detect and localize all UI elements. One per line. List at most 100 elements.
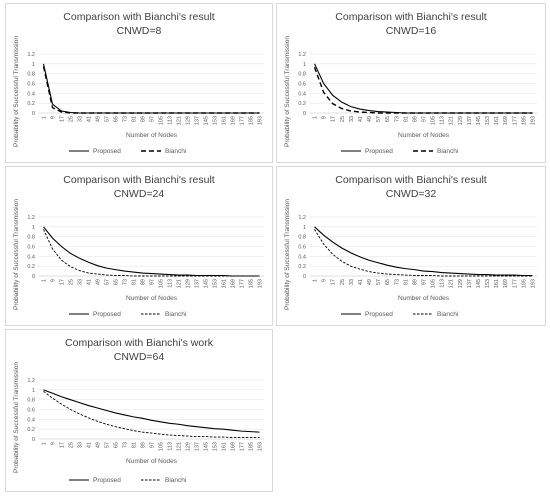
y-tick-label: 1.2 [27, 52, 35, 58]
chart-subtitle: CNWD=16 [386, 25, 437, 37]
series-line-proposed [43, 226, 260, 277]
y-axis-label: Probability of Successful Transmission [13, 36, 20, 147]
x-tick-label: 89 [141, 116, 147, 122]
chart-title: Comparison with Bianchi's result [63, 11, 214, 23]
x-tick-label: 129 [186, 442, 192, 451]
x-tick-label: 89 [141, 442, 147, 448]
y-axis-label: Probability of Successful Transmission [13, 362, 20, 473]
series-line-bianchi [43, 390, 260, 438]
x-tick-label: 121 [449, 279, 455, 288]
x-tick-label: 121 [177, 116, 183, 125]
y-tick-label: 0.4 [298, 254, 306, 260]
x-tick-label: 81 [403, 116, 409, 122]
x-tick-label: 41 [87, 116, 93, 122]
x-tick-label: 113 [168, 279, 174, 288]
x-tick-label: 113 [168, 442, 174, 451]
x-axis-label: Number of Nodes [126, 295, 178, 302]
x-tick-label: 73 [394, 116, 400, 122]
legend-label: Proposed [365, 148, 393, 155]
series-line-proposed [314, 226, 533, 277]
y-tick-label: 0.6 [27, 245, 35, 251]
y-tick-label: 0.4 [27, 91, 35, 97]
x-tick-label: 57 [105, 279, 111, 285]
y-tick-label: 0 [32, 111, 35, 117]
y-tick-label: 0.2 [298, 101, 306, 107]
x-tick-label: 97 [150, 442, 156, 448]
x-tick-label: 73 [394, 279, 400, 285]
x-tick-label: 113 [168, 116, 174, 125]
y-tick-label: 1 [32, 225, 35, 231]
x-tick-label: 25 [69, 116, 75, 122]
x-tick-label: 145 [204, 116, 210, 125]
x-tick-label: 41 [87, 442, 93, 448]
chart-svg: Comparison with Bianchi's result CNWD=24 0… [13, 174, 264, 318]
y-tick-label: 0.4 [298, 91, 306, 97]
x-tick-label: 17 [60, 442, 66, 448]
y-tick-label: 1 [32, 388, 35, 394]
x-tick-label: 33 [78, 442, 84, 448]
series-line-bianchi [313, 67, 533, 114]
series-line-proposed [314, 63, 533, 114]
x-tick-label: 65 [114, 116, 120, 122]
y-tick-label: 0.8 [27, 235, 35, 241]
x-tick-label: 89 [412, 116, 418, 122]
x-tick-label: 169 [503, 116, 509, 125]
series-line-proposed [42, 63, 260, 114]
x-tick-label: 41 [358, 116, 364, 122]
x-tick-label: 137 [195, 279, 201, 288]
y-tick-label: 0.8 [27, 72, 35, 78]
x-tick-label: 65 [114, 279, 120, 285]
y-tick-label: 0.8 [298, 72, 306, 78]
x-tick-label: 65 [385, 279, 391, 285]
x-tick-label: 81 [132, 442, 138, 448]
x-tick-label: 185 [249, 279, 255, 288]
y-axis-label: Probability of Successful Transmission [13, 199, 20, 310]
x-tick-label: 121 [177, 442, 183, 451]
x-tick-label: 129 [458, 279, 464, 288]
y-tick-label: 0.8 [27, 398, 35, 404]
x-tick-label: 1 [313, 116, 319, 119]
x-tick-label: 137 [467, 116, 473, 125]
x-tick-label: 185 [521, 279, 527, 288]
x-tick-label: 9 [51, 116, 57, 119]
x-tick-label: 121 [177, 279, 183, 288]
x-tick-label: 153 [213, 116, 219, 125]
y-tick-label: 0.6 [27, 408, 35, 414]
legend-label: Bianchi [165, 148, 186, 155]
x-tick-label: 105 [159, 279, 165, 288]
x-tick-label: 177 [512, 279, 518, 288]
legend-label: Proposed [365, 311, 393, 318]
x-tick-label: 33 [349, 279, 355, 285]
chart-svg: Comparison with Bianchi's result CNWD=32 0… [284, 174, 537, 318]
x-tick-label: 169 [231, 279, 237, 288]
y-tick-label: 0.4 [27, 254, 35, 260]
y-tick-label: 0.4 [27, 417, 35, 423]
x-tick-label: 9 [51, 279, 57, 282]
x-tick-label: 113 [440, 116, 446, 125]
x-tick-label: 97 [422, 116, 428, 122]
x-axis-label: Number of Nodes [398, 132, 450, 139]
x-tick-label: 81 [403, 279, 409, 285]
y-tick-label: 1 [303, 225, 306, 231]
x-tick-label: 1 [42, 279, 48, 282]
x-tick-label: 161 [494, 279, 500, 288]
y-tick-label: 0.8 [298, 235, 306, 241]
x-tick-label: 145 [476, 279, 482, 288]
x-tick-label: 41 [87, 279, 93, 285]
y-tick-label: 0.6 [27, 82, 35, 88]
x-tick-label: 105 [159, 442, 165, 451]
y-tick-label: 1.2 [298, 215, 306, 221]
x-tick-label: 145 [204, 279, 210, 288]
chart-panel-cnwd-64: Comparison with Bianchi's work CNWD=64 0 0.… [5, 329, 273, 492]
x-tick-label: 49 [96, 279, 102, 285]
x-tick-label: 193 [258, 442, 264, 451]
x-tick-label: 137 [195, 442, 201, 451]
x-tick-label: 153 [485, 279, 491, 288]
x-tick-label: 25 [69, 279, 75, 285]
y-tick-label: 0 [32, 437, 35, 443]
x-tick-label: 57 [105, 442, 111, 448]
x-tick-label: 177 [240, 116, 246, 125]
x-tick-label: 193 [530, 116, 536, 125]
y-tick-label: 1.2 [27, 378, 35, 384]
x-tick-label: 41 [358, 279, 364, 285]
